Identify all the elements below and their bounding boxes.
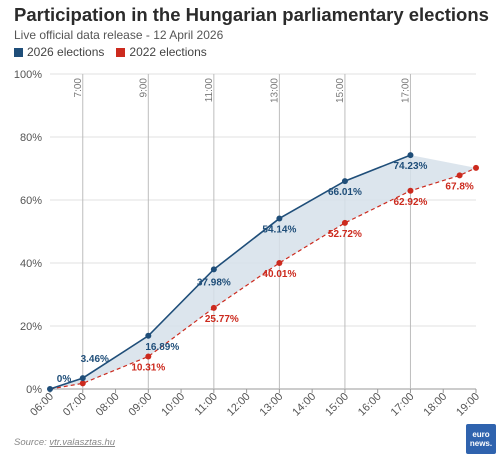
vertical-marker-label: 11:00 — [204, 78, 215, 103]
y-tick-label: 100% — [14, 69, 42, 81]
legend-item-2022: 2022 elections — [116, 45, 207, 59]
data-label-2022: 67.8% — [445, 181, 473, 192]
x-tick-label: 14:00 — [290, 391, 318, 419]
legend-label-2022: 2022 elections — [129, 45, 207, 59]
series-line-2022 — [49, 167, 477, 390]
legend-swatch-2022 — [116, 47, 126, 57]
difference-band — [50, 155, 476, 389]
data-label-2026: 16.89% — [145, 342, 179, 353]
data-point-2026 — [47, 386, 53, 392]
data-point-2022 — [276, 259, 283, 266]
data-point-2022 — [145, 353, 152, 360]
data-point-2022 — [210, 304, 217, 311]
y-tick-label: 80% — [20, 132, 42, 144]
vertical-marker-label: 7:00 — [73, 78, 84, 98]
y-tick-label: 0% — [26, 384, 42, 396]
chart-subtitle: Live official data release - 12 April 20… — [14, 28, 224, 42]
data-label-2022: 62.92% — [394, 197, 428, 208]
x-tick-label: 18:00 — [421, 391, 449, 419]
data-label-2026: 66.01% — [328, 187, 362, 198]
data-label-2026: 3.46% — [81, 354, 109, 365]
x-tick-label: 09:00 — [126, 391, 154, 419]
data-point-2022 — [341, 219, 348, 226]
x-tick-label: 12:00 — [225, 391, 253, 419]
data-point-2026 — [145, 332, 152, 339]
data-label-2026: 74.23% — [394, 161, 428, 172]
y-tick-label: 20% — [20, 321, 42, 333]
x-tick-label: 11:00 — [193, 391, 220, 418]
legend-item-2026: 2026 elections — [14, 45, 104, 59]
source-note: Source: vtr.valasztas.hu — [14, 437, 115, 448]
legend-swatch-2026 — [14, 47, 23, 57]
data-label-2022: 10.31% — [131, 363, 165, 374]
data-point-2022 — [407, 187, 414, 194]
vertical-marker-label: 15:00 — [335, 78, 346, 103]
x-tick-label: 13:00 — [258, 391, 286, 419]
data-label-2026: 37.98% — [197, 277, 231, 288]
vertical-marker-label: 9:00 — [138, 78, 149, 98]
source-link[interactable]: vtr.valasztas.hu — [49, 437, 116, 448]
data-point-2022 — [79, 380, 86, 387]
x-tick-label: 19:00 — [454, 391, 482, 419]
data-point-2026 — [79, 375, 86, 382]
x-tick-label: 16:00 — [356, 391, 384, 419]
data-label-2026: 54.14% — [262, 224, 296, 235]
x-tick-label: 10:00 — [159, 391, 187, 419]
vertical-marker-label: 17:00 — [400, 78, 411, 103]
data-label-2022: 52.72% — [328, 229, 362, 240]
x-tick-label: 07:00 — [61, 391, 89, 419]
x-tick-label: 08:00 — [94, 391, 122, 419]
data-label-2026: 0% — [57, 374, 72, 385]
data-label-2022: 40.01% — [262, 269, 296, 280]
data-point-2026 — [210, 266, 217, 273]
chart-title: Participation in the Hungarian parliamen… — [14, 4, 489, 25]
source-prefix: Source: — [14, 437, 50, 448]
y-tick-label: 60% — [20, 195, 42, 207]
x-tick-label: 15:00 — [323, 391, 351, 419]
x-tick-label: 17:00 — [389, 391, 417, 419]
data-point-2026 — [407, 152, 414, 159]
data-point-2022 — [473, 164, 479, 171]
legend: 2026 elections 2022 elections — [14, 45, 207, 59]
euronews-logo: euro news. — [466, 424, 496, 454]
data-label-2022: 25.77% — [205, 314, 239, 325]
legend-label-2026: 2026 elections — [27, 45, 105, 59]
y-tick-label: 40% — [20, 258, 42, 270]
data-point-2022 — [456, 172, 463, 179]
data-point-2026 — [276, 215, 283, 222]
data-point-2026 — [341, 178, 348, 185]
vertical-marker-label: 13:00 — [269, 78, 280, 103]
